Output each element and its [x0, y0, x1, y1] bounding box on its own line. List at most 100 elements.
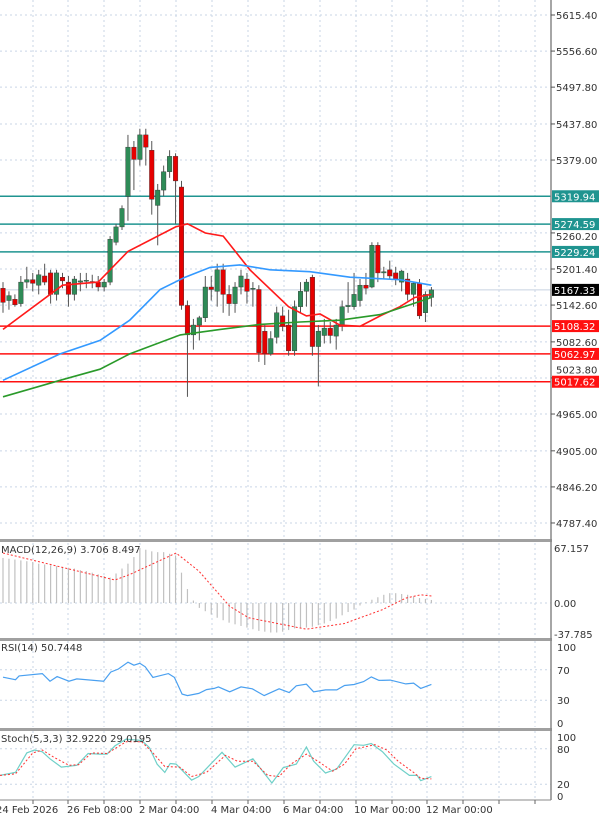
time-label: 2 Mar 04:00 [139, 805, 199, 816]
candle-bearish [65, 281, 71, 295]
candle-bearish [143, 134, 149, 148]
candle-bearish [0, 288, 6, 303]
candle-bullish [345, 305, 351, 307]
candle-bearish [60, 277, 66, 282]
candle-bearish [149, 150, 155, 200]
rsi-tick-label: 100 [557, 643, 576, 654]
panel-separator [0, 728, 552, 731]
candlestick-series [0, 128, 434, 397]
price-tick-label: 4846.20 [556, 483, 597, 494]
candle-bullish [357, 284, 363, 301]
current-price-box [552, 283, 599, 296]
candle-bullish [167, 156, 173, 172]
candle-bullish [83, 280, 89, 282]
candle-bullish [107, 238, 113, 283]
candle-bullish [422, 294, 428, 313]
candle-bullish [18, 281, 24, 304]
moving-average-line [2, 222, 432, 331]
price-tick-label: 5142.60 [556, 301, 597, 312]
rsi-panel [2, 661, 432, 697]
candle-bullish [315, 330, 321, 347]
candle-bullish [321, 327, 327, 336]
candle-bearish [178, 186, 184, 306]
candle-bullish [214, 269, 220, 292]
price-tick-label: 4965.00 [556, 410, 597, 421]
stoch-signal-line [0, 741, 432, 780]
level-price-box [552, 218, 599, 231]
rsi-tick-label: 0 [557, 719, 563, 730]
candle-bullish [399, 270, 405, 283]
macd-title: MACD(12,26,9) 3.706 8.497 [1, 545, 141, 556]
candle-bullish [101, 281, 107, 288]
level-price-box [552, 375, 599, 388]
time-label: 12 Mar 00:00 [426, 805, 493, 816]
time-label: 6 Mar 04:00 [283, 805, 343, 816]
candle-bullish [268, 338, 274, 355]
price-tick-label: 5023.80 [556, 366, 597, 377]
time-label: 24 Feb 2026 [0, 805, 58, 816]
candle-bearish [48, 272, 54, 295]
candle-bearish [42, 275, 48, 283]
candle-bearish [184, 305, 190, 336]
candle-bearish [256, 289, 262, 353]
candle-bullish [250, 288, 256, 290]
candle-bullish [161, 171, 167, 191]
price-axis: 5615.40 5556.60 5497.80 5437.80 5379.00 5260.… [551, 11, 599, 803]
time-label: 26 Feb 08:00 [67, 805, 133, 816]
price-tick-label: 4787.40 [556, 519, 597, 530]
price-tick-label: 4905.00 [556, 447, 597, 458]
candle-bearish [417, 283, 423, 317]
macd-signal-line [2, 552, 432, 630]
candle-bullish [24, 279, 30, 283]
candle-bearish [244, 278, 250, 292]
candle-bullish [190, 324, 196, 336]
candle-bullish [196, 317, 202, 326]
level-price-label: 5108.32 [554, 322, 595, 333]
candle-bearish [220, 269, 226, 295]
macd-panel [2, 548, 432, 633]
candle-bearish [30, 279, 36, 284]
candle-bearish [262, 330, 268, 355]
time-label: 4 Mar 04:00 [211, 805, 271, 816]
macd-tick-label: 0.00 [554, 599, 576, 610]
candle-bullish [232, 286, 238, 304]
moving-average-line [2, 264, 432, 382]
candle-bearish [375, 245, 381, 274]
candle-bearish [280, 315, 286, 327]
candle-bullish [411, 283, 417, 295]
current-price-label: 5167.33 [554, 286, 595, 297]
moving-averages [2, 222, 432, 398]
level-price-box [552, 347, 599, 360]
candle-bullish [125, 146, 131, 197]
macd-tick-label: -37.785 [554, 630, 593, 641]
candle-bearish [309, 277, 315, 347]
stoch-tick-label: 100 [557, 733, 576, 744]
rsi-tick-label: 70 [557, 666, 570, 677]
level-price-label: 5017.62 [554, 378, 595, 389]
candle-bearish [327, 327, 333, 336]
macd-tick-label: 67.157 [554, 544, 589, 555]
horizontal-levels[interactable] [0, 195, 551, 383]
level-price-label: 5319.94 [554, 192, 595, 203]
stoch-tick-label: 20 [557, 780, 570, 791]
stoch-title: Stoch(5,3,3) 32.9220 29.0195 [1, 734, 152, 745]
candle-bearish [131, 146, 137, 160]
level-price-box [552, 320, 599, 333]
candle-bullish [298, 291, 304, 307]
panel-separator [0, 638, 552, 641]
price-tick-label: 5082.60 [556, 338, 597, 349]
candle-bullish [54, 272, 60, 295]
price-tick-label: 5556.60 [556, 47, 597, 58]
candle-bullish [351, 294, 357, 307]
candle-bearish [173, 156, 179, 182]
level-price-box [552, 245, 599, 258]
candle-bearish [363, 284, 369, 289]
candle-bullish [339, 306, 345, 326]
candle-bullish [137, 134, 143, 160]
candle-bullish [36, 274, 42, 286]
candle-bearish [387, 269, 393, 277]
candle-bullish [274, 312, 280, 338]
level-price-label: 5274.59 [554, 220, 595, 231]
price-tick-label: 5437.80 [556, 120, 597, 131]
